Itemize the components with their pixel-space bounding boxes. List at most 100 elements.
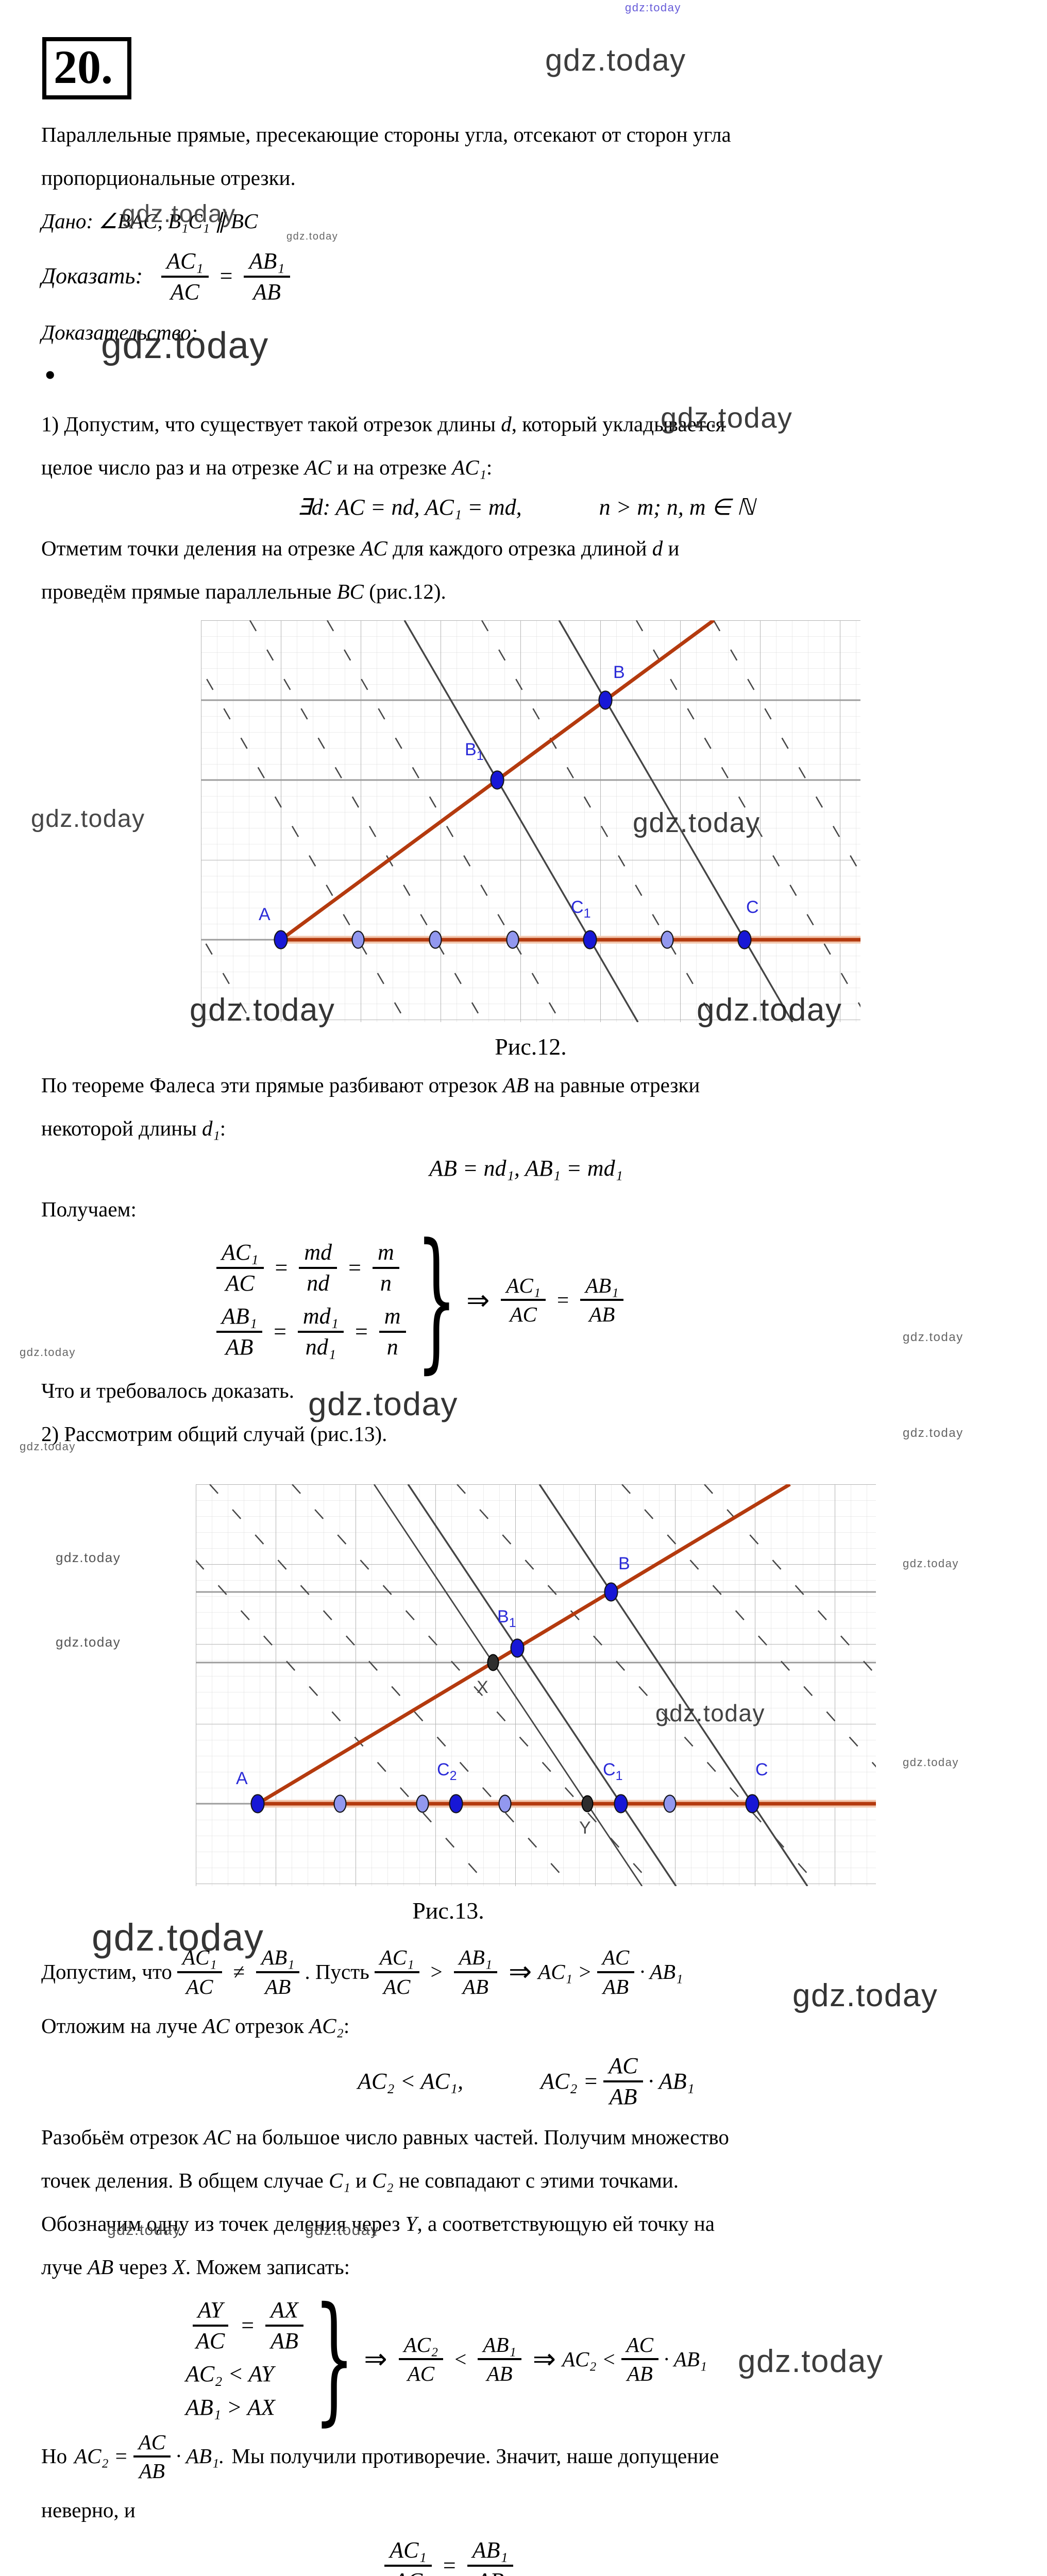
fraction-AC2-AC: AC₂ AC <box>398 2332 444 2386</box>
step2-line: 2) Рассмотрим общий случай (рис.13). <box>41 1421 387 1446</box>
exists-formula: ∃d: AC = nd, AC₁ = md, n > m; n, m ∈ ℕ <box>297 495 755 520</box>
prove-line: Доказать: AC₁ AC = AB₁ AB <box>41 248 1011 306</box>
system-brace: } <box>313 2279 355 2439</box>
text-segment: d₁ <box>202 1116 220 1141</box>
figure-13: A B B1 C2 C1 C X Y Рис.13. <box>127 1483 1047 1927</box>
system2-row-1: AY AC = AX AB <box>185 2297 309 2354</box>
fraction-md-nd: md nd <box>299 1239 337 1297</box>
line-BC <box>538 1484 808 1887</box>
line-BC <box>558 620 793 1023</box>
point-labels: A B B1 C1 C <box>259 663 759 924</box>
label-C1: C1 <box>603 1760 622 1783</box>
text-segment: луче <box>41 2255 88 2279</box>
fraction-md1-nd1: md₁ nd₁ <box>297 1303 344 1361</box>
point-B <box>598 690 613 710</box>
thales-line-2: некоторой длины d₁: <box>41 1107 1011 1150</box>
label-X: X <box>477 1677 488 1697</box>
mark-line-1: Отметим точки деления на отрезке AC для … <box>41 527 1011 570</box>
fraction-AX-AB: AX AB <box>265 2297 303 2354</box>
text-segment: на равные отрезки <box>529 1073 700 1097</box>
problem-number-box: 20. <box>42 37 131 99</box>
text-segment: C₂ <box>372 2168 394 2193</box>
step1-line-1: 1) Допустим, что существует такой отрезо… <box>41 402 1011 446</box>
text-segment: AC <box>360 536 387 560</box>
text-segment: X <box>172 2255 185 2279</box>
prove-label: Доказать: <box>41 263 143 289</box>
figure-12: A B B1 C1 C Рис.12. <box>17 619 948 1063</box>
fraction-AC-AB: AC AB <box>597 1945 635 1999</box>
given-line: Дано: ∠BAC, B₁C₁ ∥ BC <box>41 209 258 233</box>
system-2: AY AC = AX AB AC₂ < AY AB₁ > AX } ⇒ AC₂ AC … <box>185 2279 707 2439</box>
statement-line-2: пропорциональные отрезки. <box>41 165 296 190</box>
point-A <box>250 1794 265 1814</box>
system-brace: } <box>416 1212 458 1388</box>
text-segment: некоторой длины <box>41 1116 202 1141</box>
division-points <box>333 1794 677 1813</box>
implies-sign: ⇒ <box>364 2344 387 2375</box>
label-B1: B1 <box>497 1607 516 1630</box>
point-C <box>745 1794 759 1814</box>
text-segment: : <box>486 455 493 480</box>
fraction-AC-AB: AC AB <box>603 2053 643 2110</box>
line-B1C1 <box>403 620 639 1023</box>
text-segment: C₁ <box>329 2168 350 2193</box>
angle-rays <box>257 1483 876 1806</box>
figure-13-canvas: A B B1 C2 C1 C X Y <box>127 1483 1047 1887</box>
point-C1 <box>583 930 597 950</box>
step1-line-2: целое число раз и на отрезке AC и на отр… <box>41 446 1011 489</box>
text-segment: AC <box>202 2014 230 2038</box>
point-B1 <box>490 770 504 790</box>
text-segment: Отметим точки деления на отрезке <box>41 536 361 560</box>
line-XY <box>373 1484 643 1887</box>
fraction-AY-AC: AY AC <box>191 2297 230 2354</box>
poluchaem-line: Получаем: <box>41 1197 137 1222</box>
text-segment: Обозначим одну из точек деления через <box>41 2212 406 2236</box>
label-C: C <box>746 897 759 917</box>
text-segment: AB <box>88 2255 114 2279</box>
text-segment: По теореме Фалеса эти прямые разбивают о… <box>41 1073 503 1097</box>
point-X <box>487 1654 499 1671</box>
fraction-AC-AB: AC AB <box>621 2332 658 2386</box>
point-B1 <box>510 1638 525 1658</box>
label-C1: C1 <box>571 897 590 921</box>
text-segment: . Можем записать: <box>185 2255 350 2279</box>
grid-major <box>196 1484 876 1887</box>
proof-label: Доказательство: <box>41 320 198 344</box>
text-segment: проведём прямые параллельные <box>41 579 337 603</box>
implies-sign: ⇒ <box>466 1284 490 1316</box>
figure-12-canvas: A B B1 C1 C <box>17 619 948 1023</box>
ac2-formula: AC₂ < AC₁, AC₂ = AC AB · AB₁ <box>358 2053 695 2110</box>
label-A: A <box>236 1769 248 1788</box>
text-segment: отрезок <box>229 2014 310 2038</box>
razob-line-2: точек деления. В общем случае C₁ и C₂ не… <box>41 2159 1011 2202</box>
fraction-AC1-AC: AC₁ AC <box>161 248 209 306</box>
statement-line-1: Параллельные прямые, пресекающие стороны… <box>41 122 731 146</box>
assumption-line: Допустим, что AC₁ AC ≠ AB₁ AB . Пусть AC₁ A… <box>41 1945 683 1999</box>
text-segment: для каждого отрезка длиной <box>387 536 652 560</box>
text-segment: через <box>113 2255 173 2279</box>
text-segment: AC₁ <box>452 455 486 480</box>
text-segment: на большое число равных частей. Получим … <box>231 2125 729 2149</box>
text-segment: и <box>663 536 680 560</box>
point-C <box>737 930 752 950</box>
text-segment: AC <box>304 455 332 480</box>
text-segment: Y <box>405 2212 417 2236</box>
figure-13-caption: Рис.13. <box>412 1897 484 1924</box>
ray-AB <box>257 1483 791 1806</box>
system2-row-3: AB₁ > AX <box>185 2394 275 2420</box>
